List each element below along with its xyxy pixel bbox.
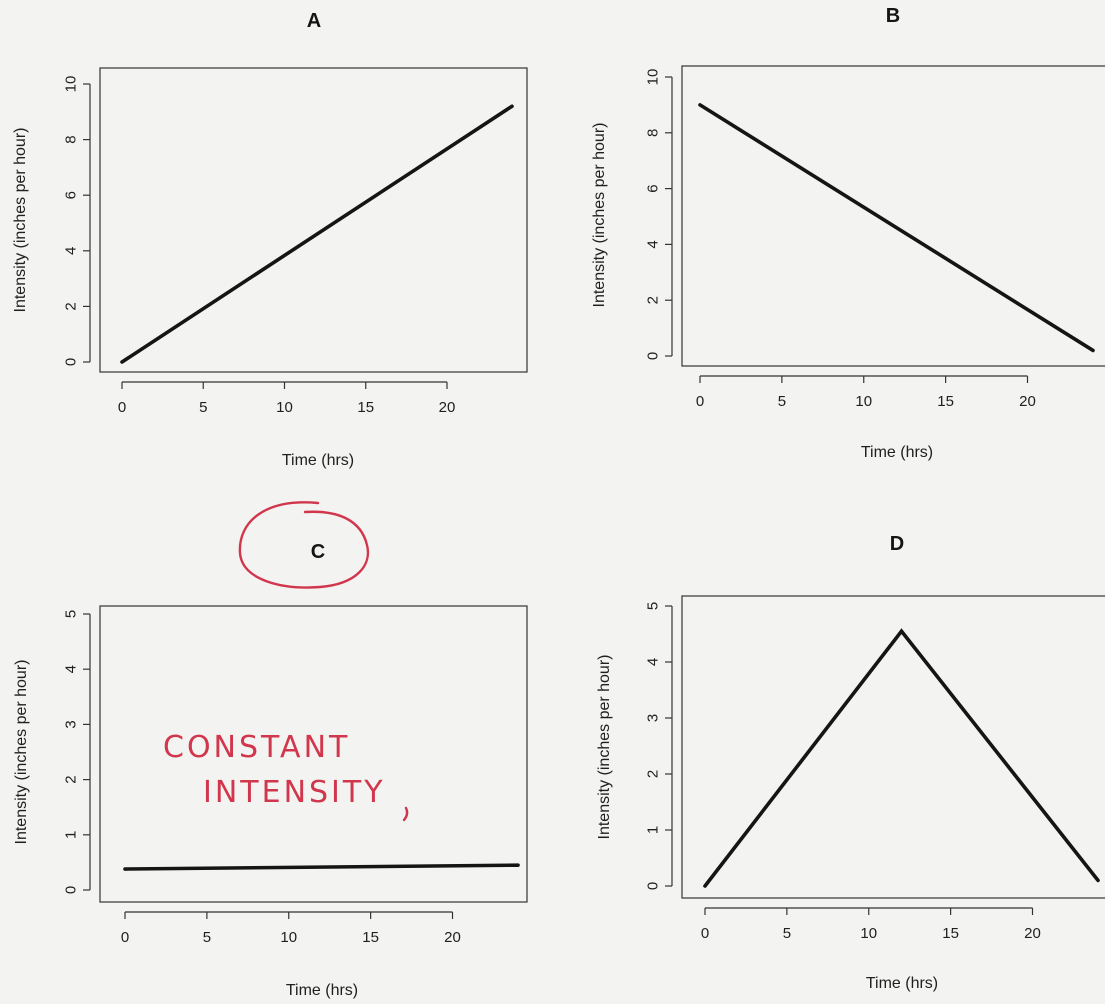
marks-d: 0 5 10 15 20 0 1 2 3 4 5 — [645, 602, 1100, 942]
x-axis-label-b: Time (hrs) — [861, 444, 933, 461]
y-tick-label-c-4: 4 — [63, 665, 80, 673]
plot-frame-b — [681, 65, 1105, 367]
plot-frame-a — [99, 67, 528, 373]
x-tick-label-c-15: 15 — [362, 929, 379, 946]
annotation-line-1: CONSTANT — [163, 730, 350, 765]
x-tick-label-b-5: 5 — [778, 393, 786, 410]
y-tick-label-c-2: 2 — [63, 775, 80, 783]
x-tick-label-c-0: 0 — [121, 929, 129, 946]
x-tick-label-c-5: 5 — [203, 929, 211, 946]
y-tick-label-b-6: 6 — [645, 184, 662, 192]
y-tick-label-b-2: 2 — [645, 296, 662, 304]
y-axis-label-a: Intensity (inches per hour) — [12, 128, 29, 313]
y-tick-label-b-10: 10 — [645, 69, 662, 86]
y-tick-label-c-5: 5 — [63, 610, 80, 618]
annotation-line-2: INTENSITY — [203, 775, 386, 810]
x-tick-label-a-10: 10 — [276, 399, 293, 416]
x-tick-label-b-10: 10 — [855, 393, 872, 410]
chart-title-b: B — [886, 5, 900, 27]
y-tick-label-c-0: 0 — [63, 886, 80, 894]
chart-title-d: D — [890, 533, 904, 555]
x-axis-label-a: Time (hrs) — [282, 452, 354, 469]
marks-a: 0 5 10 15 20 0 2 4 6 8 10 — [63, 76, 514, 416]
x-tick-label-a-5: 5 — [199, 399, 207, 416]
y-tick-label-d-0: 0 — [645, 882, 662, 890]
y-tick-label-d-1: 1 — [645, 826, 662, 834]
y-tick-label-d-3: 3 — [645, 714, 662, 722]
y-tick-label-c-3: 3 — [63, 720, 80, 728]
x-tick-label-a-20: 20 — [439, 399, 456, 416]
y-tick-label-d-2: 2 — [645, 770, 662, 778]
x-tick-label-c-20: 20 — [444, 929, 461, 946]
x-axis-label-c: Time (hrs) — [286, 982, 358, 999]
x-tick-label-a-0: 0 — [118, 399, 126, 416]
handwritten-annotation: CONSTANT INTENSITY — [163, 501, 409, 822]
y-tick-label-b-4: 4 — [645, 240, 662, 248]
x-tick-label-d-20: 20 — [1024, 925, 1041, 942]
x-tick-label-d-15: 15 — [942, 925, 959, 942]
y-tick-label-a-10: 10 — [63, 76, 80, 93]
x-tick-label-d-10: 10 — [860, 925, 877, 942]
hand-drawn-circle-mark — [238, 501, 370, 589]
y-tick-label-b-8: 8 — [645, 129, 662, 137]
x-tick-label-d-0: 0 — [701, 925, 709, 942]
y-axis-label-c: Intensity (inches per hour) — [13, 660, 30, 845]
x-tick-label-d-5: 5 — [783, 925, 791, 942]
x-tick-label-b-0: 0 — [696, 393, 704, 410]
y-tick-label-c-1: 1 — [63, 831, 80, 839]
y-tick-label-a-6: 6 — [63, 191, 80, 199]
chart-title-a: A — [307, 10, 321, 32]
x-axis-label-d: Time (hrs) — [866, 975, 938, 992]
chart-panel-a: A 0 5 10 15 20 0 2 4 6 8 10 Time (hrs) Intensity (… — [12, 10, 528, 469]
y-tick-label-d-5: 5 — [645, 602, 662, 610]
series-line-c — [123, 863, 520, 871]
series-line-a — [120, 104, 514, 364]
x-tick-label-b-20: 20 — [1019, 393, 1036, 410]
marks-c: 0 5 10 15 20 0 1 2 3 4 5 — [63, 610, 520, 946]
y-tick-label-a-4: 4 — [63, 247, 80, 255]
y-tick-label-a-0: 0 — [63, 358, 80, 366]
plot-frame-c — [99, 605, 528, 903]
y-axis-label-d: Intensity (inches per hour) — [596, 655, 613, 840]
x-tick-label-c-10: 10 — [280, 929, 297, 946]
y-tick-label-a-2: 2 — [63, 302, 80, 310]
chart-panel-d: D 0 5 10 15 20 0 1 2 3 4 5 Time (hrs) Intensity (i… — [596, 533, 1105, 992]
y-tick-label-d-4: 4 — [645, 658, 662, 666]
y-tick-label-b-0: 0 — [645, 352, 662, 360]
y-axis-label-b: Intensity (inches per hour) — [591, 123, 608, 308]
series-line-b — [698, 103, 1095, 353]
series-line-d — [703, 628, 1100, 888]
plot-frame-d — [681, 595, 1105, 899]
chart-panel-b: B 0 5 10 15 20 0 2 4 6 8 10 Time (hrs) Intensity (… — [591, 5, 1105, 461]
hand-drawn-tail-mark — [402, 806, 409, 822]
y-tick-label-a-8: 8 — [63, 135, 80, 143]
marks-b: 0 5 10 15 20 0 2 4 6 8 10 — [645, 69, 1095, 410]
chart-panel-c: C 0 5 10 15 20 0 1 2 3 4 5 Time (hrs) Intensity (i… — [13, 541, 528, 999]
x-tick-label-a-15: 15 — [357, 399, 374, 416]
chart-title-c: C — [311, 541, 325, 563]
x-tick-label-b-15: 15 — [937, 393, 954, 410]
